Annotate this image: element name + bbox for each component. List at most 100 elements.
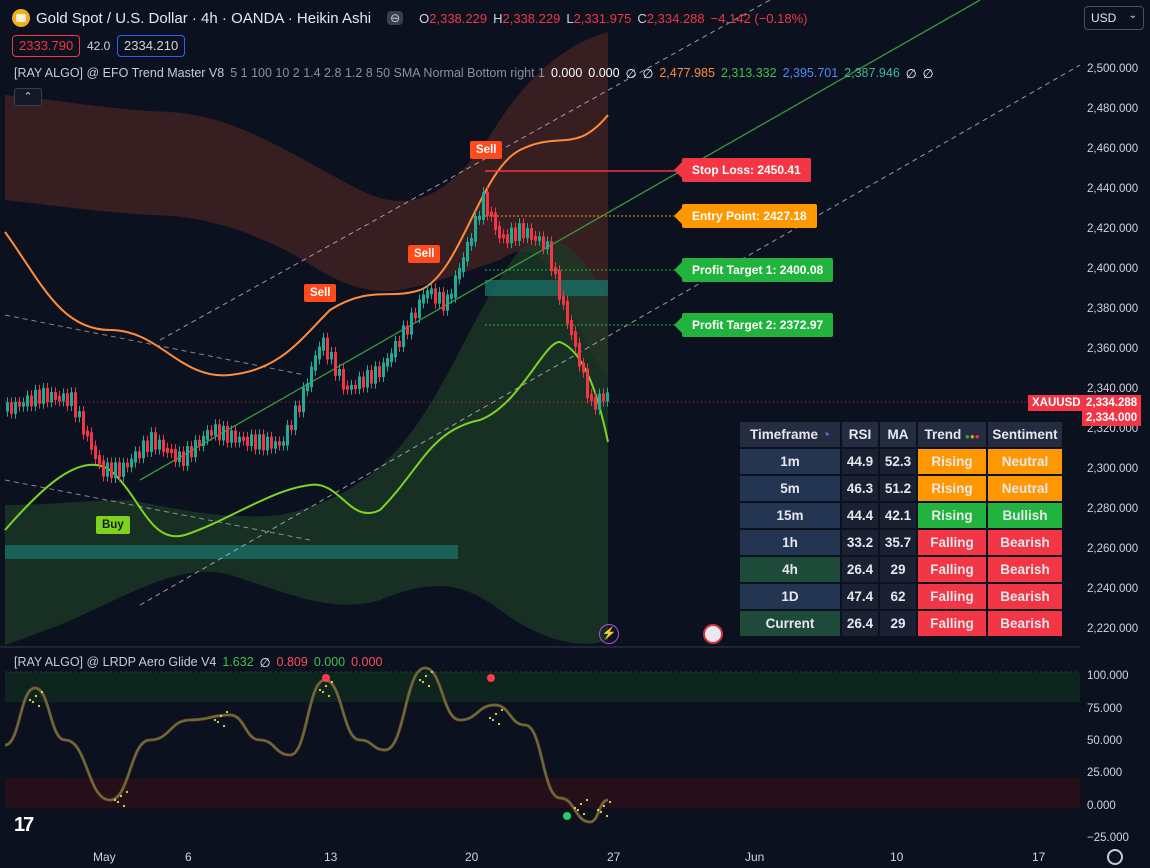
candle-body	[402, 325, 405, 348]
resistance-zone	[485, 280, 608, 296]
table-row: 1D 47.4 62 Falling Bearish	[740, 584, 1062, 609]
candle-body	[6, 402, 9, 412]
oscillator-dots	[28, 670, 612, 818]
osc-dot	[37, 704, 41, 708]
candle-body	[42, 387, 45, 404]
tradingview-logo[interactable]: 17	[14, 814, 34, 836]
settings-gear-icon[interactable]	[1107, 849, 1123, 865]
candle-body	[326, 337, 329, 360]
candle-body	[422, 294, 425, 304]
sell-signal-2: Sell	[408, 245, 441, 263]
lightning-icon[interactable]: ⚡	[599, 624, 619, 644]
candle-body	[246, 436, 249, 447]
price-tick: 2,380.000	[1087, 303, 1139, 315]
candle-body	[586, 368, 589, 399]
candle-body	[74, 392, 77, 418]
channel-lower	[139, 64, 1081, 606]
collapse-legend-button[interactable]: ⌃	[14, 88, 42, 106]
price-tick: 2,320.000	[1087, 423, 1139, 435]
candle-body	[590, 394, 593, 402]
osc-dot	[608, 800, 612, 804]
candle-body	[302, 387, 305, 413]
candle-body	[294, 405, 297, 431]
osc-dot	[494, 712, 498, 716]
candle-body	[594, 397, 597, 410]
candle-body	[398, 340, 401, 348]
candle-body	[258, 434, 261, 450]
candle-body	[266, 436, 269, 451]
candle-body	[526, 228, 529, 239]
candle-body	[538, 236, 541, 241]
table-row: 4h 26.4 29 Falling Bearish	[740, 557, 1062, 582]
osc-dot	[125, 790, 129, 794]
candle-body	[110, 462, 113, 478]
candle-body	[570, 320, 573, 336]
bid-price-button[interactable]: 2333.790	[12, 35, 81, 57]
price-tick: 2,220.000	[1087, 623, 1139, 635]
clock-icon: ◔	[821, 427, 830, 442]
candle-body	[506, 234, 509, 244]
th-rsi: RSI	[842, 422, 878, 447]
pane-separator[interactable]	[0, 646, 1080, 648]
candle-body	[478, 215, 481, 220]
sell-signal-3: Sell	[470, 141, 503, 159]
currency-select[interactable]: USD ⌄	[1084, 6, 1144, 30]
chevron-down-icon: ⌄	[1128, 10, 1137, 21]
candle-body	[306, 383, 309, 392]
osc-dot	[585, 798, 589, 802]
main-indicator-legend[interactable]: [RAY ALGO] @ EFO Trend Master V8 5 1 100…	[14, 66, 934, 81]
lower-indicator-legend[interactable]: [RAY ALGO] @ LRDP Aero Glide V4 1.632 ∅ …	[14, 655, 383, 670]
price-tick: 2,260.000	[1087, 543, 1139, 555]
osc-dot	[497, 722, 501, 726]
candle-body	[98, 455, 101, 465]
symbol-header[interactable]: Gold Spot / U.S. Dollar · 4h · OANDA · H…	[12, 8, 808, 28]
osc-dot	[222, 724, 226, 728]
candle-body	[214, 424, 217, 436]
osc-dot	[576, 808, 580, 812]
price-tick: 2,500.000	[1087, 63, 1139, 75]
profit-target-1-label: Profit Target 1: 2400.08	[673, 258, 834, 282]
time-tick: May	[93, 850, 116, 864]
stop-loss-label: Stop Loss: 2450.41	[674, 158, 811, 182]
candle-body	[346, 385, 349, 390]
candle-body	[122, 462, 125, 477]
candle-body	[34, 389, 37, 407]
symbol-title[interactable]: Gold Spot / U.S. Dollar · 4h · OANDA · H…	[36, 9, 372, 27]
candle-body	[426, 290, 429, 299]
osc-dot	[573, 806, 577, 810]
osc-dot	[34, 694, 38, 698]
candle-body	[470, 237, 473, 247]
lower-cloud	[5, 239, 608, 645]
candle-body	[322, 337, 325, 351]
osc-tick: 0.000	[1087, 800, 1116, 812]
candle-body	[254, 434, 257, 450]
candle-body	[178, 451, 181, 462]
candle-body	[406, 325, 409, 335]
candle-body	[350, 384, 353, 390]
th-trend: Trend ●●●	[918, 422, 986, 447]
candle-body	[318, 346, 321, 360]
candle-body	[78, 411, 81, 418]
ask-price-button[interactable]: 2334.210	[117, 35, 186, 57]
candle-body	[334, 352, 337, 376]
candle-body	[130, 458, 133, 468]
osc-dot	[213, 718, 217, 722]
price-tick: 2,360.000	[1087, 343, 1139, 355]
ohlc-values: O2,338.229 H2,338.229 L2,331.975 C2,334.…	[419, 10, 808, 26]
candle-body	[134, 451, 137, 463]
eye-icon[interactable]: ⊖	[387, 11, 404, 25]
candle-body	[554, 267, 557, 275]
osc-top-dot	[322, 674, 330, 682]
candle-body	[50, 392, 53, 403]
osc-dot	[225, 710, 229, 714]
osc-dot	[113, 798, 117, 802]
table-row: 1m 44.9 52.3 Rising Neutral	[740, 449, 1062, 474]
candle-body	[170, 448, 173, 454]
time-tick: 27	[607, 850, 621, 864]
osc-dot	[424, 674, 428, 678]
candle-body	[370, 370, 373, 384]
candles-group[interactable]	[6, 187, 609, 483]
us-flag-icon[interactable]	[703, 624, 723, 644]
candle-body	[466, 242, 469, 262]
